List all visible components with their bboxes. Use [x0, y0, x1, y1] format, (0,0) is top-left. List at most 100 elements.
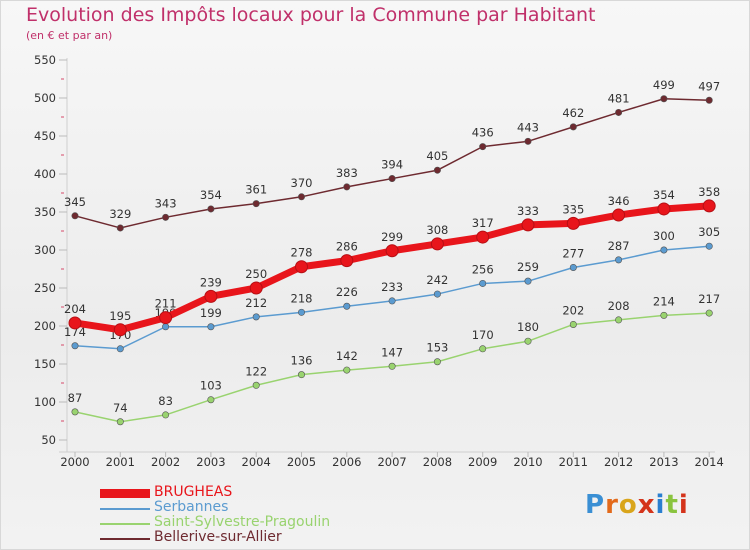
data-point-BRUGHEAS-2004 — [249, 281, 263, 295]
data-label-Bellerive-sur-Allier-2003: 354 — [200, 188, 222, 202]
data-label-Serbannes-2013: 300 — [653, 229, 675, 243]
data-point-Saint-Sylvestre-Pragoulin-2014 — [705, 309, 713, 317]
data-label-Saint-Sylvestre-Pragoulin-2003: 103 — [200, 379, 222, 393]
data-point-Serbannes-2000 — [71, 342, 79, 350]
data-point-Serbannes-2011 — [569, 263, 577, 271]
data-point-BRUGHEAS-2009 — [476, 230, 490, 244]
data-point-Saint-Sylvestre-Pragoulin-2013 — [660, 311, 668, 319]
x-tick-label-2008: 2008 — [423, 455, 452, 469]
data-point-Serbannes-2013 — [660, 246, 668, 254]
data-label-Bellerive-sur-Allier-2001: 329 — [109, 207, 131, 221]
legend-swatch — [100, 489, 150, 498]
data-point-Bellerive-sur-Allier-2001 — [116, 224, 124, 232]
data-label-Serbannes-2000: 174 — [64, 325, 86, 339]
x-tick-label-2005: 2005 — [287, 455, 316, 469]
data-point-BRUGHEAS-2012 — [612, 208, 626, 222]
data-label-Saint-Sylvestre-Pragoulin-2012: 208 — [608, 299, 630, 313]
data-point-Serbannes-2009 — [479, 279, 487, 287]
legend-label: Serbannes — [154, 499, 229, 515]
data-label-BRUGHEAS-2002: 211 — [155, 297, 177, 311]
x-tick-label-2009: 2009 — [468, 455, 497, 469]
data-label-Saint-Sylvestre-Pragoulin-2008: 153 — [426, 341, 448, 355]
data-label-Bellerive-sur-Allier-2004: 361 — [245, 183, 267, 197]
chart-subtitle: (en € et par an) — [26, 29, 113, 42]
data-label-BRUGHEAS-2003: 239 — [200, 275, 222, 289]
legend-label: Saint-Sylvestre-Pragoulin — [154, 514, 331, 530]
x-tick-label-2010: 2010 — [513, 455, 542, 469]
data-label-Serbannes-2006: 226 — [336, 285, 358, 299]
data-label-BRUGHEAS-2014: 358 — [698, 185, 720, 199]
legend-swatch — [100, 522, 150, 525]
legend-label: Bellerive-sur-Allier — [154, 529, 282, 545]
data-label-Saint-Sylvestre-Pragoulin-2013: 214 — [653, 294, 675, 308]
data-label-Saint-Sylvestre-Pragoulin-2009: 170 — [472, 328, 494, 342]
data-point-Bellerive-sur-Allier-2012 — [615, 108, 623, 116]
y-tick-label-400: 400 — [34, 167, 56, 181]
y-tick-label-150: 150 — [34, 357, 56, 371]
x-tick-label-2002: 2002 — [151, 455, 180, 469]
data-point-Serbannes-2001 — [116, 345, 124, 353]
data-label-Saint-Sylvestre-Pragoulin-2006: 142 — [336, 349, 358, 363]
data-label-Serbannes-2004: 212 — [245, 296, 267, 310]
data-label-Saint-Sylvestre-Pragoulin-2001: 74 — [113, 401, 128, 415]
data-point-Serbannes-2012 — [615, 256, 623, 264]
data-label-BRUGHEAS-2005: 278 — [291, 246, 313, 260]
data-point-Serbannes-2003 — [207, 323, 215, 331]
data-label-BRUGHEAS-2012: 346 — [608, 194, 630, 208]
data-label-BRUGHEAS-2010: 333 — [517, 204, 539, 218]
line-chart: 50 100 150 200 250 300 350 400 450 500 550 2000 2001… — [34, 53, 724, 469]
data-label-BRUGHEAS-2004: 250 — [245, 267, 267, 281]
data-label-Bellerive-sur-Allier-2005: 370 — [291, 176, 313, 190]
chart-title: Evolution des Impôts locaux pour la Comm… — [26, 4, 596, 26]
y-tick-label-450: 450 — [34, 129, 56, 143]
data-point-Bellerive-sur-Allier-2005 — [297, 193, 305, 201]
data-point-Saint-Sylvestre-Pragoulin-2006 — [343, 366, 351, 374]
data-label-BRUGHEAS-2007: 299 — [381, 230, 403, 244]
data-point-BRUGHEAS-2014 — [702, 199, 716, 213]
data-label-BRUGHEAS-2009: 317 — [472, 216, 494, 230]
data-label-Bellerive-sur-Allier-2008: 405 — [426, 149, 448, 163]
x-tick-label-2012: 2012 — [604, 455, 633, 469]
x-tick-label-2004: 2004 — [242, 455, 271, 469]
data-label-Saint-Sylvestre-Pragoulin-2000: 87 — [68, 391, 83, 405]
data-label-BRUGHEAS-2006: 286 — [336, 240, 358, 254]
data-point-Saint-Sylvestre-Pragoulin-2005 — [297, 371, 305, 379]
x-tick-label-2007: 2007 — [377, 455, 406, 469]
data-point-Bellerive-sur-Allier-2008 — [433, 166, 441, 174]
data-label-Saint-Sylvestre-Pragoulin-2002: 83 — [158, 394, 173, 408]
data-label-Bellerive-sur-Allier-2002: 343 — [155, 196, 177, 210]
data-label-Saint-Sylvestre-Pragoulin-2010: 180 — [517, 320, 539, 334]
data-point-BRUGHEAS-2001 — [113, 323, 127, 337]
data-point-Saint-Sylvestre-Pragoulin-2000 — [71, 408, 79, 416]
data-label-Bellerive-sur-Allier-2006: 383 — [336, 166, 358, 180]
proxiti-logo: Proxiti — [585, 490, 689, 520]
data-label-Bellerive-sur-Allier-2009: 436 — [472, 126, 494, 140]
data-label-Serbannes-2008: 242 — [426, 273, 448, 287]
data-point-BRUGHEAS-2013 — [657, 202, 671, 216]
legend-label: BRUGHEAS — [154, 484, 233, 500]
data-label-Serbannes-2011: 277 — [562, 246, 584, 260]
data-point-Bellerive-sur-Allier-2010 — [524, 137, 532, 145]
data-point-BRUGHEAS-2000 — [68, 316, 82, 330]
data-point-BRUGHEAS-2010 — [521, 218, 535, 232]
data-point-BRUGHEAS-2003 — [204, 289, 218, 303]
data-label-Bellerive-sur-Allier-2010: 443 — [517, 120, 539, 134]
data-label-Saint-Sylvestre-Pragoulin-2011: 202 — [562, 303, 584, 317]
data-point-Bellerive-sur-Allier-2002 — [162, 213, 170, 221]
data-label-Serbannes-2012: 287 — [608, 239, 630, 253]
x-tick-label-2006: 2006 — [332, 455, 361, 469]
legend-swatch — [100, 537, 150, 540]
y-tick-label-550: 550 — [34, 53, 56, 67]
data-label-BRUGHEAS-2013: 354 — [653, 188, 675, 202]
data-label-Serbannes-2005: 218 — [291, 291, 313, 305]
data-point-Saint-Sylvestre-Pragoulin-2008 — [433, 358, 441, 366]
y-tick-label-300: 300 — [34, 243, 56, 257]
y-tick-label-50: 50 — [41, 433, 56, 447]
data-point-Bellerive-sur-Allier-2009 — [479, 143, 487, 151]
data-label-BRUGHEAS-2000: 204 — [64, 302, 86, 316]
data-point-Serbannes-2008 — [433, 290, 441, 298]
data-label-Bellerive-sur-Allier-2011: 462 — [562, 106, 584, 120]
data-point-Serbannes-2014 — [705, 242, 713, 250]
data-label-Bellerive-sur-Allier-2012: 481 — [608, 91, 630, 105]
